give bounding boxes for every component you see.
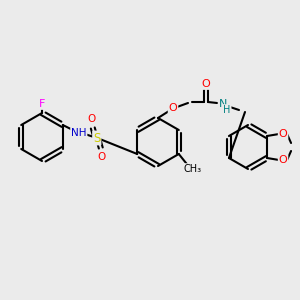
Text: O: O [88,114,96,124]
Text: O: O [169,103,177,113]
Text: O: O [279,155,287,165]
Text: F: F [39,99,45,109]
Text: S: S [93,131,100,145]
Text: O: O [98,152,106,162]
Text: O: O [202,79,210,89]
Text: N: N [219,99,227,109]
Text: NH: NH [71,128,86,138]
Text: CH₃: CH₃ [184,164,202,174]
Text: H: H [223,105,231,115]
Text: O: O [279,129,287,139]
